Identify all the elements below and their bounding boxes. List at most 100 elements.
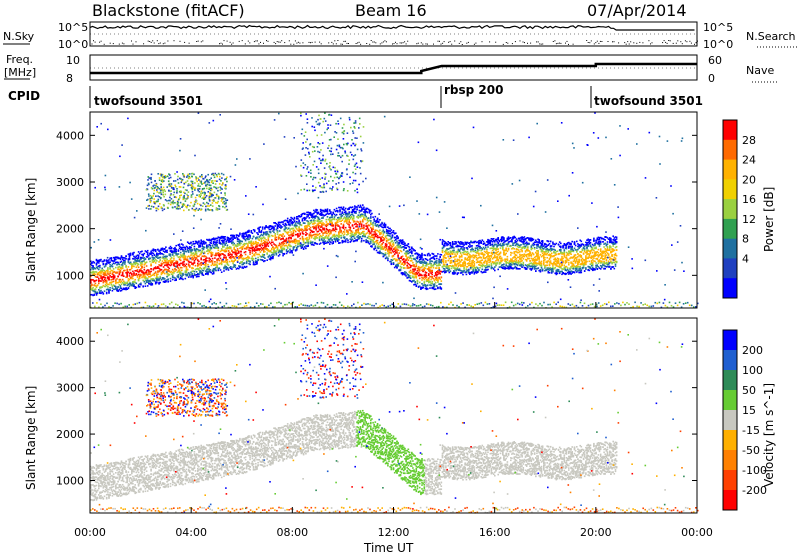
power-cell xyxy=(126,271,128,274)
power-cell xyxy=(162,262,165,264)
power-cell xyxy=(161,247,164,250)
power-cell xyxy=(264,232,266,234)
power-cell xyxy=(255,249,257,251)
power-cell xyxy=(256,248,258,250)
power-cell xyxy=(310,214,313,216)
power-cell xyxy=(233,247,235,250)
power-cell xyxy=(471,245,473,247)
power-cell xyxy=(413,277,415,279)
power-cell xyxy=(404,271,406,273)
power-cell xyxy=(400,250,403,253)
power-cell xyxy=(431,271,433,274)
power-cell xyxy=(141,250,143,253)
power-cell xyxy=(465,253,468,256)
power-cell xyxy=(145,280,148,283)
power-cell xyxy=(471,241,473,244)
power-cell xyxy=(116,261,118,263)
power-cell xyxy=(424,284,427,286)
power-cell xyxy=(431,277,433,279)
nsearch-dot xyxy=(253,41,255,43)
power-cell xyxy=(211,245,214,247)
power-cell xyxy=(241,263,243,266)
power-cell xyxy=(455,268,457,270)
power-cell xyxy=(129,254,132,256)
power-cell xyxy=(343,209,346,211)
power-cell xyxy=(223,236,225,238)
power-cell xyxy=(439,273,441,275)
power-cell xyxy=(161,248,164,251)
power-cell xyxy=(337,219,339,222)
power-cell xyxy=(242,259,245,261)
power-cell xyxy=(185,263,188,265)
power-cell xyxy=(222,239,224,242)
power-cell xyxy=(344,241,347,243)
power-cell xyxy=(288,231,290,233)
power-cell xyxy=(329,210,331,212)
power-cell xyxy=(230,234,232,237)
power-cell xyxy=(396,250,398,253)
power-cell xyxy=(382,241,385,244)
power-cell xyxy=(102,281,105,284)
power-cell xyxy=(230,257,232,260)
power-cell xyxy=(327,241,330,244)
nsearch-dot xyxy=(612,41,613,43)
power-cell xyxy=(450,267,453,270)
power-cell xyxy=(201,263,204,265)
power-cell xyxy=(308,212,311,214)
power-cell xyxy=(144,272,147,275)
power-cell xyxy=(96,272,99,275)
power-cell xyxy=(99,290,101,293)
power-cell xyxy=(260,243,263,245)
power-cell xyxy=(350,233,353,235)
power-cell xyxy=(216,241,218,244)
power-cell xyxy=(183,265,185,268)
power-cell xyxy=(311,231,314,233)
power-cell xyxy=(450,252,453,255)
power-cell xyxy=(154,250,157,253)
power-cell xyxy=(206,257,208,259)
power-cell xyxy=(141,271,143,274)
power-cell xyxy=(128,262,131,265)
power-cell xyxy=(471,259,473,262)
power-cell xyxy=(432,256,435,258)
power-cell xyxy=(121,265,124,268)
nsearch-dot xyxy=(358,41,360,43)
power-cell xyxy=(393,247,396,249)
power-cell xyxy=(228,241,231,243)
power-cell xyxy=(177,274,180,276)
power-cell xyxy=(374,231,377,233)
power-cell xyxy=(467,262,470,265)
power-cell xyxy=(456,268,459,270)
nsearch-dot xyxy=(399,42,401,44)
power-cell xyxy=(358,223,361,226)
power-cell xyxy=(143,263,146,266)
power-cell xyxy=(316,216,319,218)
power-cell xyxy=(291,222,293,224)
power-cell xyxy=(209,246,212,248)
power-cell xyxy=(263,233,265,236)
power-cell xyxy=(242,262,245,264)
power-cell xyxy=(451,250,454,253)
power-cell xyxy=(206,270,208,272)
power-cell xyxy=(424,275,427,277)
power-cell xyxy=(99,271,101,274)
nsearch-dot xyxy=(666,42,668,44)
power-cell xyxy=(371,212,373,215)
power-cell xyxy=(340,206,342,209)
power-cell xyxy=(137,255,140,258)
power-cell xyxy=(304,213,306,215)
power-cell xyxy=(385,239,388,242)
nsearch-dot xyxy=(247,40,249,42)
power-cell xyxy=(444,268,446,270)
power-cell xyxy=(465,242,468,244)
nsearch-dot xyxy=(153,42,155,44)
power-cell xyxy=(309,214,312,216)
power-cell xyxy=(415,284,418,287)
power-cell xyxy=(393,250,396,253)
power-cell xyxy=(454,253,456,255)
power-cell xyxy=(390,259,393,261)
freq-tick-bottom: 8 xyxy=(66,72,73,85)
power-cell xyxy=(420,286,422,289)
power-cell xyxy=(302,233,305,235)
power-cell xyxy=(393,236,396,239)
